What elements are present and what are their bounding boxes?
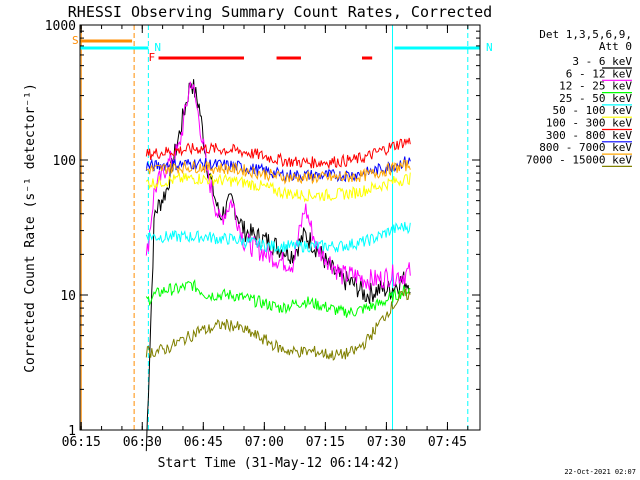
series-line-100-300-kev xyxy=(145,137,411,170)
flag-label: N xyxy=(154,41,161,54)
plot-area: SN NF xyxy=(72,25,493,452)
legend-label: 12 - 25 keV xyxy=(559,80,632,93)
legend-label: 7000 - 15000 keV xyxy=(526,153,632,166)
series-line-12-25-kev xyxy=(145,279,411,318)
series-line-6-12-kev xyxy=(145,81,411,291)
flag-label: S xyxy=(72,34,79,47)
legend-label: 50 - 100 keV xyxy=(553,104,633,117)
chart-title: RHESSI Observing Summary Count Rates, Co… xyxy=(68,3,492,21)
x-tick-label: 07:45 xyxy=(428,435,467,450)
plot-frame xyxy=(79,24,481,431)
legend-label: 6 - 12 keV xyxy=(566,67,633,80)
legend-label: 300 - 800 keV xyxy=(546,129,632,142)
flag-label: N xyxy=(486,41,493,54)
y-tick-label: 100 xyxy=(53,154,76,169)
x-axis: 06:15 06:30 06:45 07:00 07:15 07:30 07:45 xyxy=(62,25,469,450)
series-line-7000-15000-kev xyxy=(145,288,411,361)
y-tick-label: 1 xyxy=(68,424,76,439)
x-tick-label: 07:30 xyxy=(367,435,406,450)
flag-label: F xyxy=(149,51,156,64)
y-tick-label: 10 xyxy=(60,289,76,304)
x-tick-label: 07:00 xyxy=(245,435,284,450)
plot-generation-date: 22-Oct-2021 02:07 xyxy=(564,468,636,476)
x-tick-label: 06:45 xyxy=(184,435,223,450)
y-axis: 1 10 100 1000 xyxy=(45,19,480,439)
series-line-25-50-kev xyxy=(145,221,411,253)
series-line-50-100-kev xyxy=(145,172,411,203)
legend-label: 3 - 6 keV xyxy=(572,55,632,68)
legend-header-line-2: Att 0 xyxy=(599,40,632,53)
legend-header-line-1: Det 1,3,5,6,9, xyxy=(539,28,632,41)
x-axis-label: Start Time (31-May-12 06:14:42) xyxy=(158,456,401,471)
legend-label: 800 - 7000 keV xyxy=(539,141,632,154)
legend-label: 25 - 50 keV xyxy=(559,92,632,105)
x-tick-label: 07:15 xyxy=(306,435,345,450)
y-axis-label: Corrected Count Rate (s⁻¹ detector⁻¹) xyxy=(23,83,38,373)
legend-label: 100 - 300 keV xyxy=(546,117,632,130)
series-line-800-7000-kev xyxy=(145,159,411,185)
x-tick-label: 06:15 xyxy=(62,435,101,450)
y-tick-label: 1000 xyxy=(45,19,76,34)
x-tick-label: 06:30 xyxy=(123,435,162,450)
